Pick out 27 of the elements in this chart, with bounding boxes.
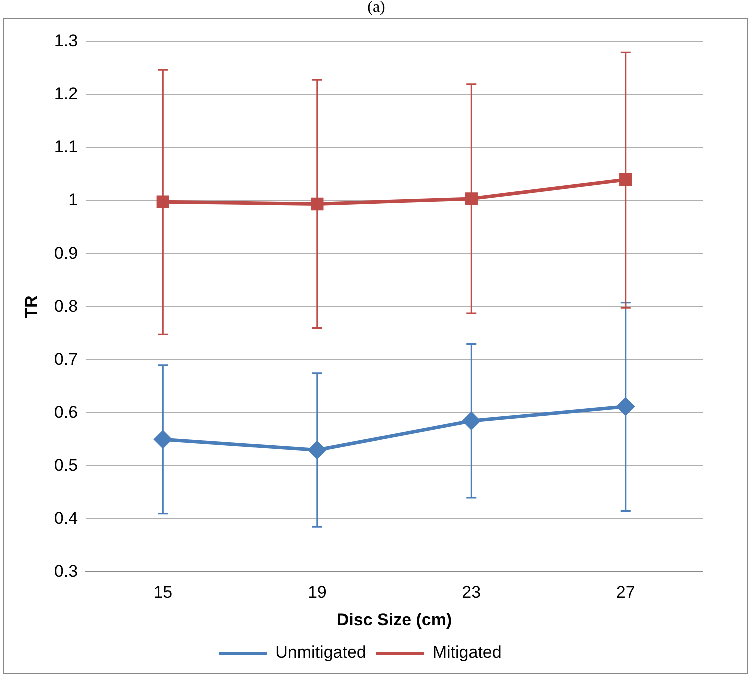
y-tick-label: 0.3 — [54, 562, 78, 581]
point — [617, 398, 635, 416]
y-tick-label: 1.3 — [54, 32, 78, 51]
point — [462, 412, 480, 430]
x-tick-label: 15 — [154, 583, 173, 602]
y-tick-label: 0.8 — [54, 296, 78, 316]
point — [308, 442, 326, 460]
x-tick-label: 23 — [462, 583, 482, 602]
y-tick-label: 0.6 — [54, 402, 78, 422]
x-tick-label: 27 — [616, 583, 636, 602]
point — [465, 192, 478, 206]
y-tick-label: 0.9 — [54, 244, 78, 263]
y-axis-title: TR — [22, 296, 41, 318]
y-tick-label: 1.2 — [54, 84, 78, 104]
legend-label: Unmitigated — [276, 643, 366, 662]
y-tick-label: 0.5 — [54, 456, 78, 475]
x-tick-label: 19 — [308, 583, 327, 602]
y-tick-label: 1 — [68, 190, 78, 210]
chart-title: (a) — [366, 0, 386, 16]
point — [156, 196, 170, 208]
legend-label: Mitigated — [432, 643, 502, 662]
point — [620, 174, 632, 186]
point — [311, 198, 324, 211]
y-tick-label: 0.4 — [54, 508, 78, 528]
x-axis-title: Disc Size (cm) — [336, 610, 452, 630]
y-tick-label: 0.7 — [54, 350, 78, 369]
y-tick-label: 1.1 — [54, 138, 78, 157]
